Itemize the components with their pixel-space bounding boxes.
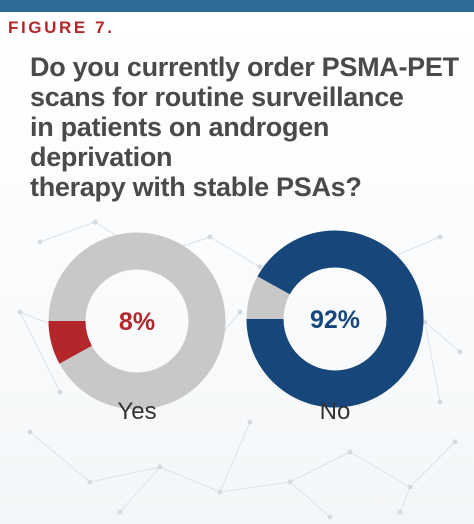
network-dot [247,419,253,425]
network-link [399,486,411,513]
network-link [209,236,261,268]
network-dot [37,239,43,245]
category-label-yes: Yes [117,398,157,425]
network-dot [287,479,293,485]
network-dot [457,349,463,355]
donut-slice-yes [48,320,93,364]
top-rule [0,0,474,12]
network-link [159,466,221,493]
network-link [409,441,456,488]
network-dot [27,429,33,435]
category-label-no: No [319,398,351,425]
network-dot [157,464,163,470]
network-dot [347,449,353,455]
question-line: scans for routine surveillance [30,82,404,112]
network-dot [57,389,63,395]
donut-center-label-yes: 8% [119,308,155,336]
network-dot [397,509,403,515]
network-dot [437,234,443,240]
question-line: in patients on androgen deprivation [30,112,330,172]
network-dot [327,514,333,520]
network-link [89,466,161,483]
network-link [119,466,161,513]
question-line: therapy with stable PSAs? [30,172,362,202]
network-link [219,481,291,493]
network-link [29,431,91,483]
network-dot [452,439,458,445]
donut-slice-no [246,230,424,408]
figure-label: FIGURE 7. [8,18,115,37]
network-dot [87,479,93,485]
network-link [349,451,411,488]
network-link [19,311,61,393]
network-dot [117,509,123,515]
network-dot [437,399,443,405]
network-link [424,321,441,403]
network-link [39,221,96,243]
network-dot [407,484,413,490]
network-dot [422,319,428,325]
question-line: Do you currently order PSMA-PET [30,52,459,82]
question-title: Do you currently order PSMA-PET scans fo… [30,52,470,202]
network-link [289,481,331,518]
donut-center-label-no: 92% [310,306,360,334]
network-link [289,451,351,483]
network-dot [92,219,98,225]
network-link [219,421,251,493]
network-dot [17,309,23,315]
network-dot [237,309,243,315]
network-dot [207,234,213,240]
network-dot [257,264,263,270]
network-dot [217,489,223,495]
network-link [424,321,461,353]
